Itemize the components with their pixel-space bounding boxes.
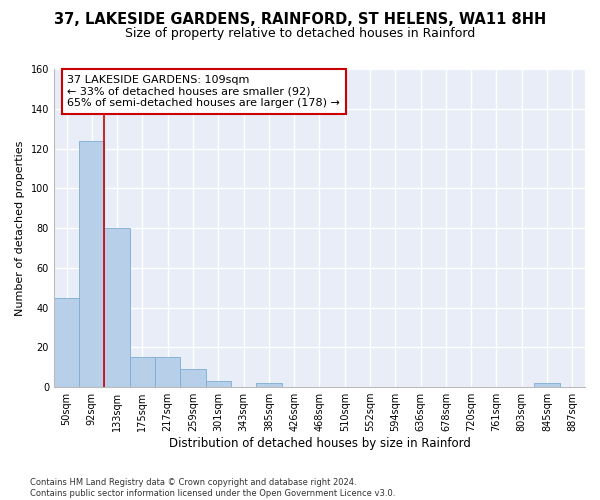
Text: 37 LAKESIDE GARDENS: 109sqm
← 33% of detached houses are smaller (92)
65% of sem: 37 LAKESIDE GARDENS: 109sqm ← 33% of det… bbox=[67, 75, 340, 108]
Bar bbox=[130, 358, 155, 387]
Y-axis label: Number of detached properties: Number of detached properties bbox=[15, 140, 25, 316]
Bar bbox=[54, 298, 79, 387]
Bar bbox=[206, 381, 231, 387]
Text: Size of property relative to detached houses in Rainford: Size of property relative to detached ho… bbox=[125, 28, 475, 40]
Text: Contains HM Land Registry data © Crown copyright and database right 2024.
Contai: Contains HM Land Registry data © Crown c… bbox=[30, 478, 395, 498]
Bar bbox=[181, 369, 206, 387]
Bar bbox=[79, 140, 104, 387]
Text: 37, LAKESIDE GARDENS, RAINFORD, ST HELENS, WA11 8HH: 37, LAKESIDE GARDENS, RAINFORD, ST HELEN… bbox=[54, 12, 546, 28]
Bar bbox=[104, 228, 130, 387]
X-axis label: Distribution of detached houses by size in Rainford: Distribution of detached houses by size … bbox=[169, 437, 470, 450]
Bar bbox=[155, 358, 181, 387]
Bar bbox=[256, 383, 281, 387]
Bar bbox=[535, 383, 560, 387]
